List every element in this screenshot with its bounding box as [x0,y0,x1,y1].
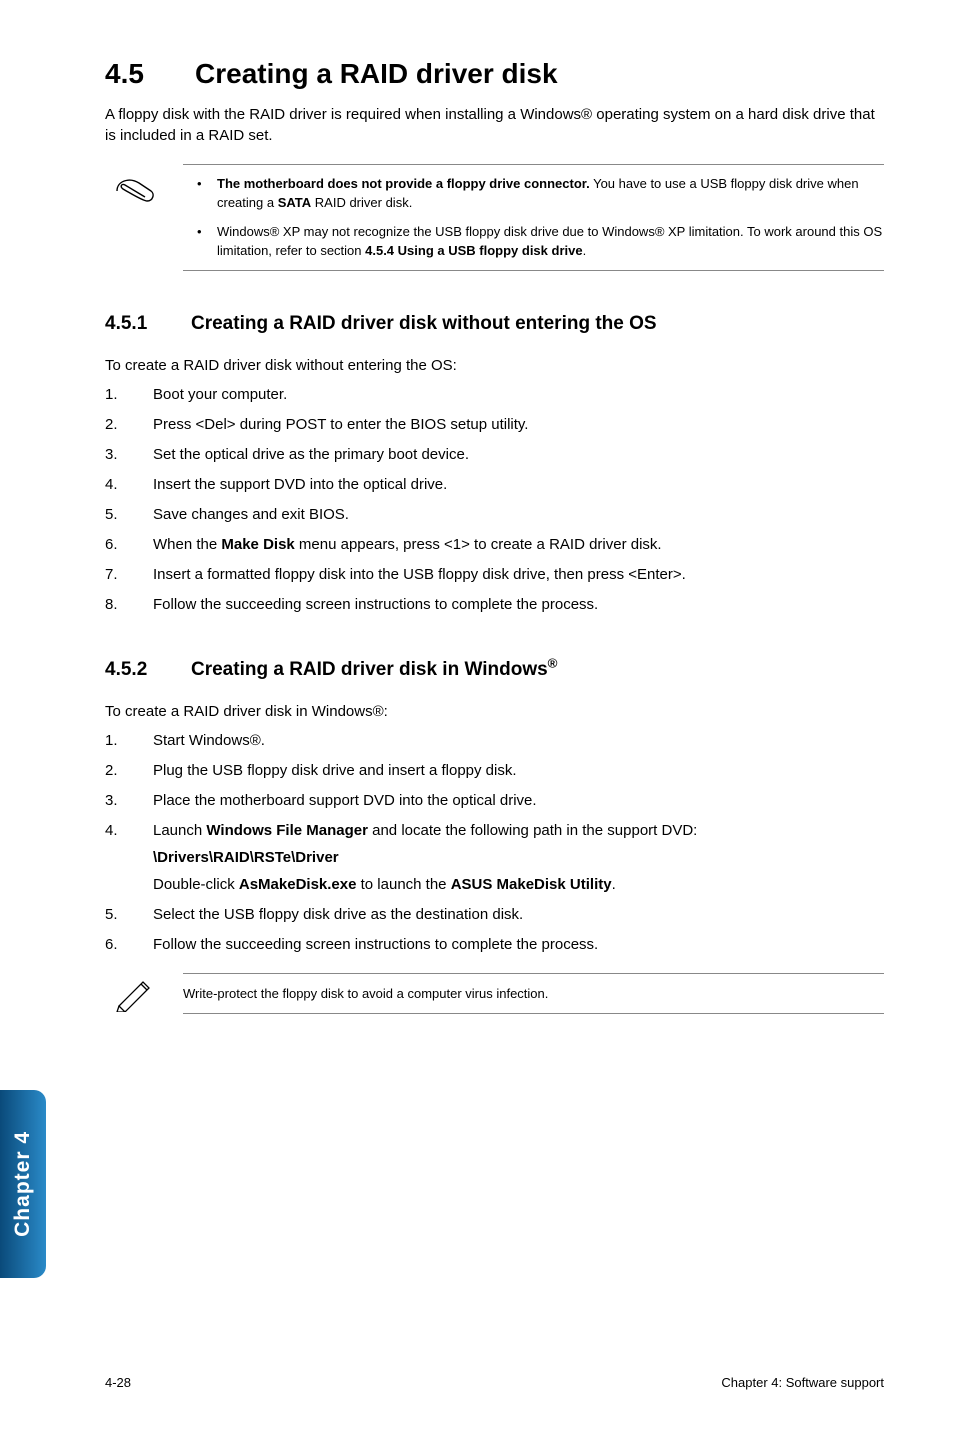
chapter-side-tab: Chapter 4 [0,1090,46,1278]
list-item: 1.Start Windows®. [105,730,884,751]
numbered-list: 1.Start Windows®. 2.Plug the USB floppy … [105,730,884,955]
list-item: 3.Place the motherboard support DVD into… [105,790,884,811]
note-item: The motherboard does not provide a flopp… [183,175,884,213]
list-item: 6.Follow the succeeding screen instructi… [105,934,884,955]
list-item: 5.Select the USB floppy disk drive as th… [105,904,884,925]
intro-paragraph: A floppy disk with the RAID driver is re… [105,104,884,146]
list-item: 2.Plug the USB floppy disk drive and ins… [105,760,884,781]
subsection-heading: 4.5.2Creating a RAID driver disk in Wind… [105,655,884,680]
list-item: 5.Save changes and exit BIOS. [105,504,884,525]
list-item: 8.Follow the succeeding screen instructi… [105,594,884,615]
lead-paragraph: To create a RAID driver disk in Windows®… [105,703,884,720]
page-number: 4-28 [105,1375,131,1390]
section-heading: 4.5Creating a RAID driver disk [105,58,884,90]
list-item: 1.Boot your computer. [105,384,884,405]
paperclip-icon [111,175,157,210]
subsection-number: 4.5.1 [105,313,191,335]
section-title: Creating a RAID driver disk [195,58,558,89]
list-item: 7.Insert a formatted floppy disk into th… [105,564,884,585]
pencil-icon [111,976,157,1015]
subsection-number: 4.5.2 [105,659,191,681]
note-block: The motherboard does not provide a flopp… [183,164,884,271]
footer-chapter-label: Chapter 4: Software support [721,1375,884,1390]
page-footer: 4-28 Chapter 4: Software support [105,1375,884,1390]
numbered-list: 1.Boot your computer. 2.Press <Del> duri… [105,384,884,615]
list-item: 2.Press <Del> during POST to enter the B… [105,414,884,435]
subsection-title: Creating a RAID driver disk in Windows® [191,659,557,680]
note-text: . [583,243,587,258]
section-number: 4.5 [105,58,195,90]
note-tail: RAID driver disk. [311,195,412,210]
list-item: 6.When the Make Disk menu appears, press… [105,534,884,555]
lead-paragraph: To create a RAID driver disk without ent… [105,357,884,374]
subsection-title: Creating a RAID driver disk without ente… [191,313,657,334]
list-item: 4.Insert the support DVD into the optica… [105,474,884,495]
note-bold-ref: 4.5.4 Using a USB floppy disk drive [365,243,582,258]
list-item: 4. Launch Windows File Manager and locat… [105,820,884,895]
note-item: Windows® XP may not recognize the USB fl… [183,223,884,261]
list-item: 3.Set the optical drive as the primary b… [105,444,884,465]
pencil-note-block: Write-protect the floppy disk to avoid a… [183,973,884,1014]
pencil-note-text: Write-protect the floppy disk to avoid a… [183,986,548,1001]
chapter-tab-label: Chapter 4 [11,1131,35,1237]
note-bold-mid: SATA [278,195,311,210]
note-bold-lead: The motherboard does not provide a flopp… [217,176,590,191]
subsection-heading: 4.5.1Creating a RAID driver disk without… [105,313,884,335]
